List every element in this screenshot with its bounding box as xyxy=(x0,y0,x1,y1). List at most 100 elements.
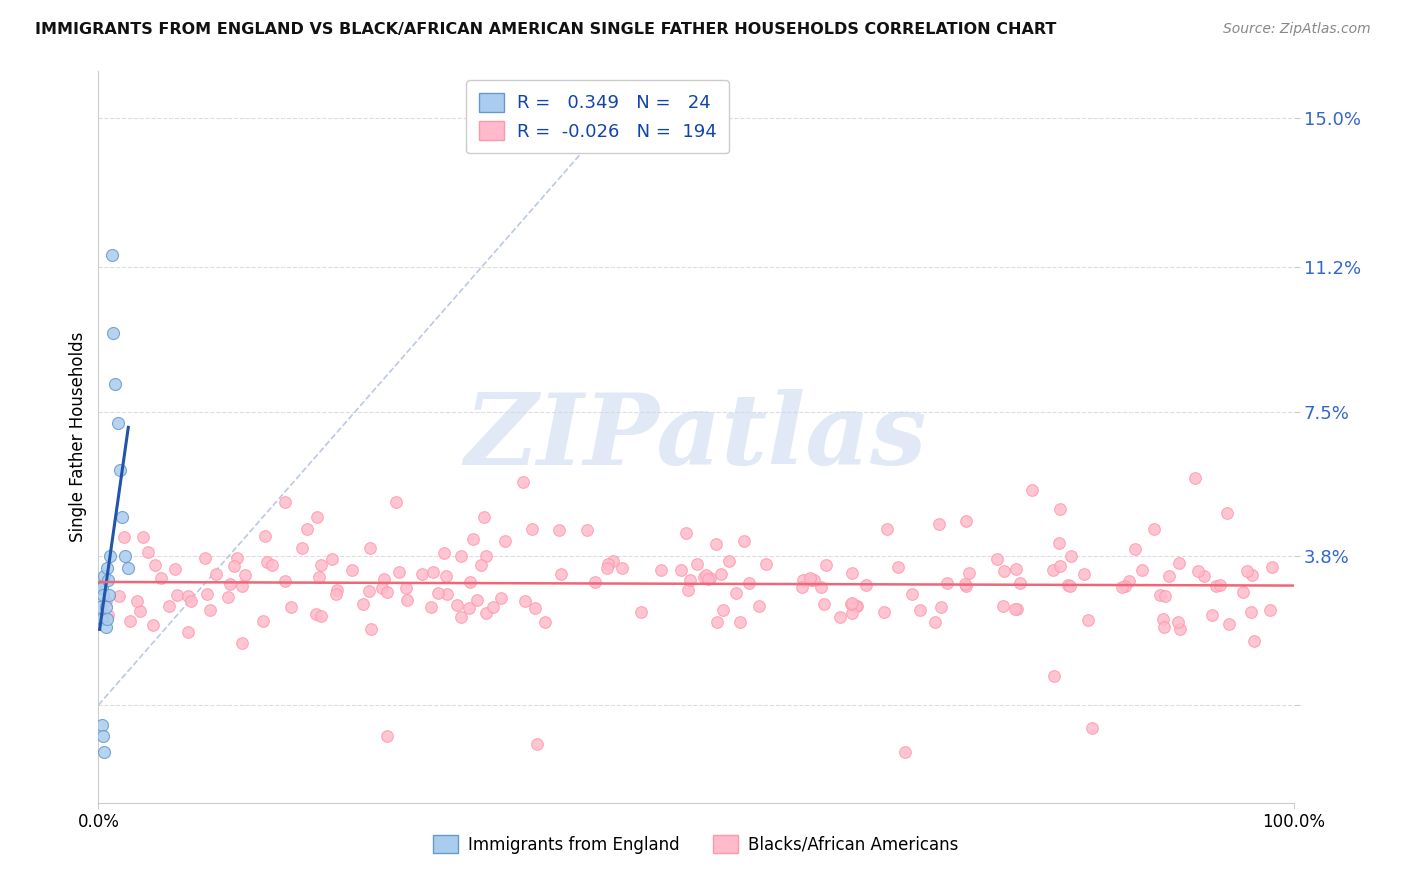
Point xyxy=(98,549,122,564)
Point xyxy=(97,607,120,622)
Point xyxy=(107,417,129,431)
Point xyxy=(1004,562,1026,576)
Point xyxy=(458,574,481,589)
Point xyxy=(928,517,950,532)
Point xyxy=(118,614,141,628)
Point xyxy=(108,589,131,603)
Point xyxy=(1047,536,1070,550)
Point xyxy=(1118,574,1140,589)
Point xyxy=(855,578,877,592)
Point xyxy=(129,604,152,618)
Point xyxy=(612,561,634,575)
Point xyxy=(512,475,534,490)
Point xyxy=(733,533,755,548)
Point xyxy=(650,563,672,577)
Point xyxy=(450,549,472,563)
Point xyxy=(125,593,148,607)
Point xyxy=(274,494,297,508)
Point xyxy=(304,607,326,622)
Point xyxy=(596,557,619,571)
Point xyxy=(1010,576,1032,591)
Point xyxy=(1232,584,1254,599)
Point xyxy=(274,574,297,588)
Point xyxy=(1261,560,1284,574)
Point xyxy=(841,566,863,580)
Point xyxy=(993,564,1015,578)
Point xyxy=(630,605,652,619)
Point xyxy=(360,622,382,636)
Point xyxy=(489,591,512,606)
Point xyxy=(217,590,239,604)
Point xyxy=(111,510,134,524)
Point xyxy=(1153,620,1175,634)
Point xyxy=(845,599,868,613)
Point xyxy=(353,597,375,611)
Point xyxy=(112,530,135,544)
Point xyxy=(481,600,503,615)
Point xyxy=(704,537,727,551)
Point xyxy=(596,561,619,575)
Point xyxy=(901,587,924,601)
Point xyxy=(461,533,484,547)
Point xyxy=(1159,569,1181,583)
Point xyxy=(94,620,117,634)
Point xyxy=(730,615,752,629)
Point xyxy=(953,577,976,591)
Point xyxy=(548,524,571,538)
Point xyxy=(256,555,278,569)
Point xyxy=(90,581,112,595)
Point xyxy=(841,596,863,610)
Point xyxy=(96,561,118,575)
Point xyxy=(91,717,114,731)
Point xyxy=(1123,541,1146,556)
Point xyxy=(717,554,740,568)
Point xyxy=(1243,634,1265,648)
Point xyxy=(97,573,120,587)
Point xyxy=(307,510,329,524)
Point xyxy=(176,624,198,639)
Point xyxy=(1142,522,1164,536)
Point xyxy=(813,597,835,611)
Point xyxy=(725,586,748,600)
Point xyxy=(98,589,121,603)
Point xyxy=(1005,602,1028,616)
Point xyxy=(993,599,1015,613)
Point xyxy=(165,562,187,576)
Point xyxy=(143,558,166,572)
Point xyxy=(325,587,347,601)
Point xyxy=(233,567,256,582)
Point xyxy=(1184,471,1206,485)
Point xyxy=(957,566,980,581)
Point xyxy=(792,573,814,587)
Point xyxy=(388,565,411,579)
Point xyxy=(679,573,702,587)
Point xyxy=(295,522,318,536)
Point xyxy=(815,558,838,573)
Point xyxy=(955,579,977,593)
Point xyxy=(93,745,115,759)
Point xyxy=(1192,568,1215,582)
Point xyxy=(494,533,516,548)
Point xyxy=(280,600,302,615)
Point xyxy=(706,615,728,629)
Point xyxy=(550,566,572,581)
Point xyxy=(1114,579,1136,593)
Point xyxy=(800,573,823,587)
Point xyxy=(194,551,217,566)
Point xyxy=(523,601,546,615)
Point xyxy=(177,590,200,604)
Point xyxy=(602,554,624,568)
Point xyxy=(427,586,450,600)
Point xyxy=(1167,615,1189,630)
Point xyxy=(446,598,468,612)
Point xyxy=(309,558,332,573)
Point xyxy=(96,612,118,626)
Point xyxy=(1168,622,1191,636)
Point xyxy=(1043,669,1066,683)
Point xyxy=(475,607,498,621)
Point xyxy=(384,494,406,508)
Point xyxy=(231,579,253,593)
Point xyxy=(1111,581,1133,595)
Point xyxy=(1042,563,1064,577)
Point xyxy=(810,580,832,594)
